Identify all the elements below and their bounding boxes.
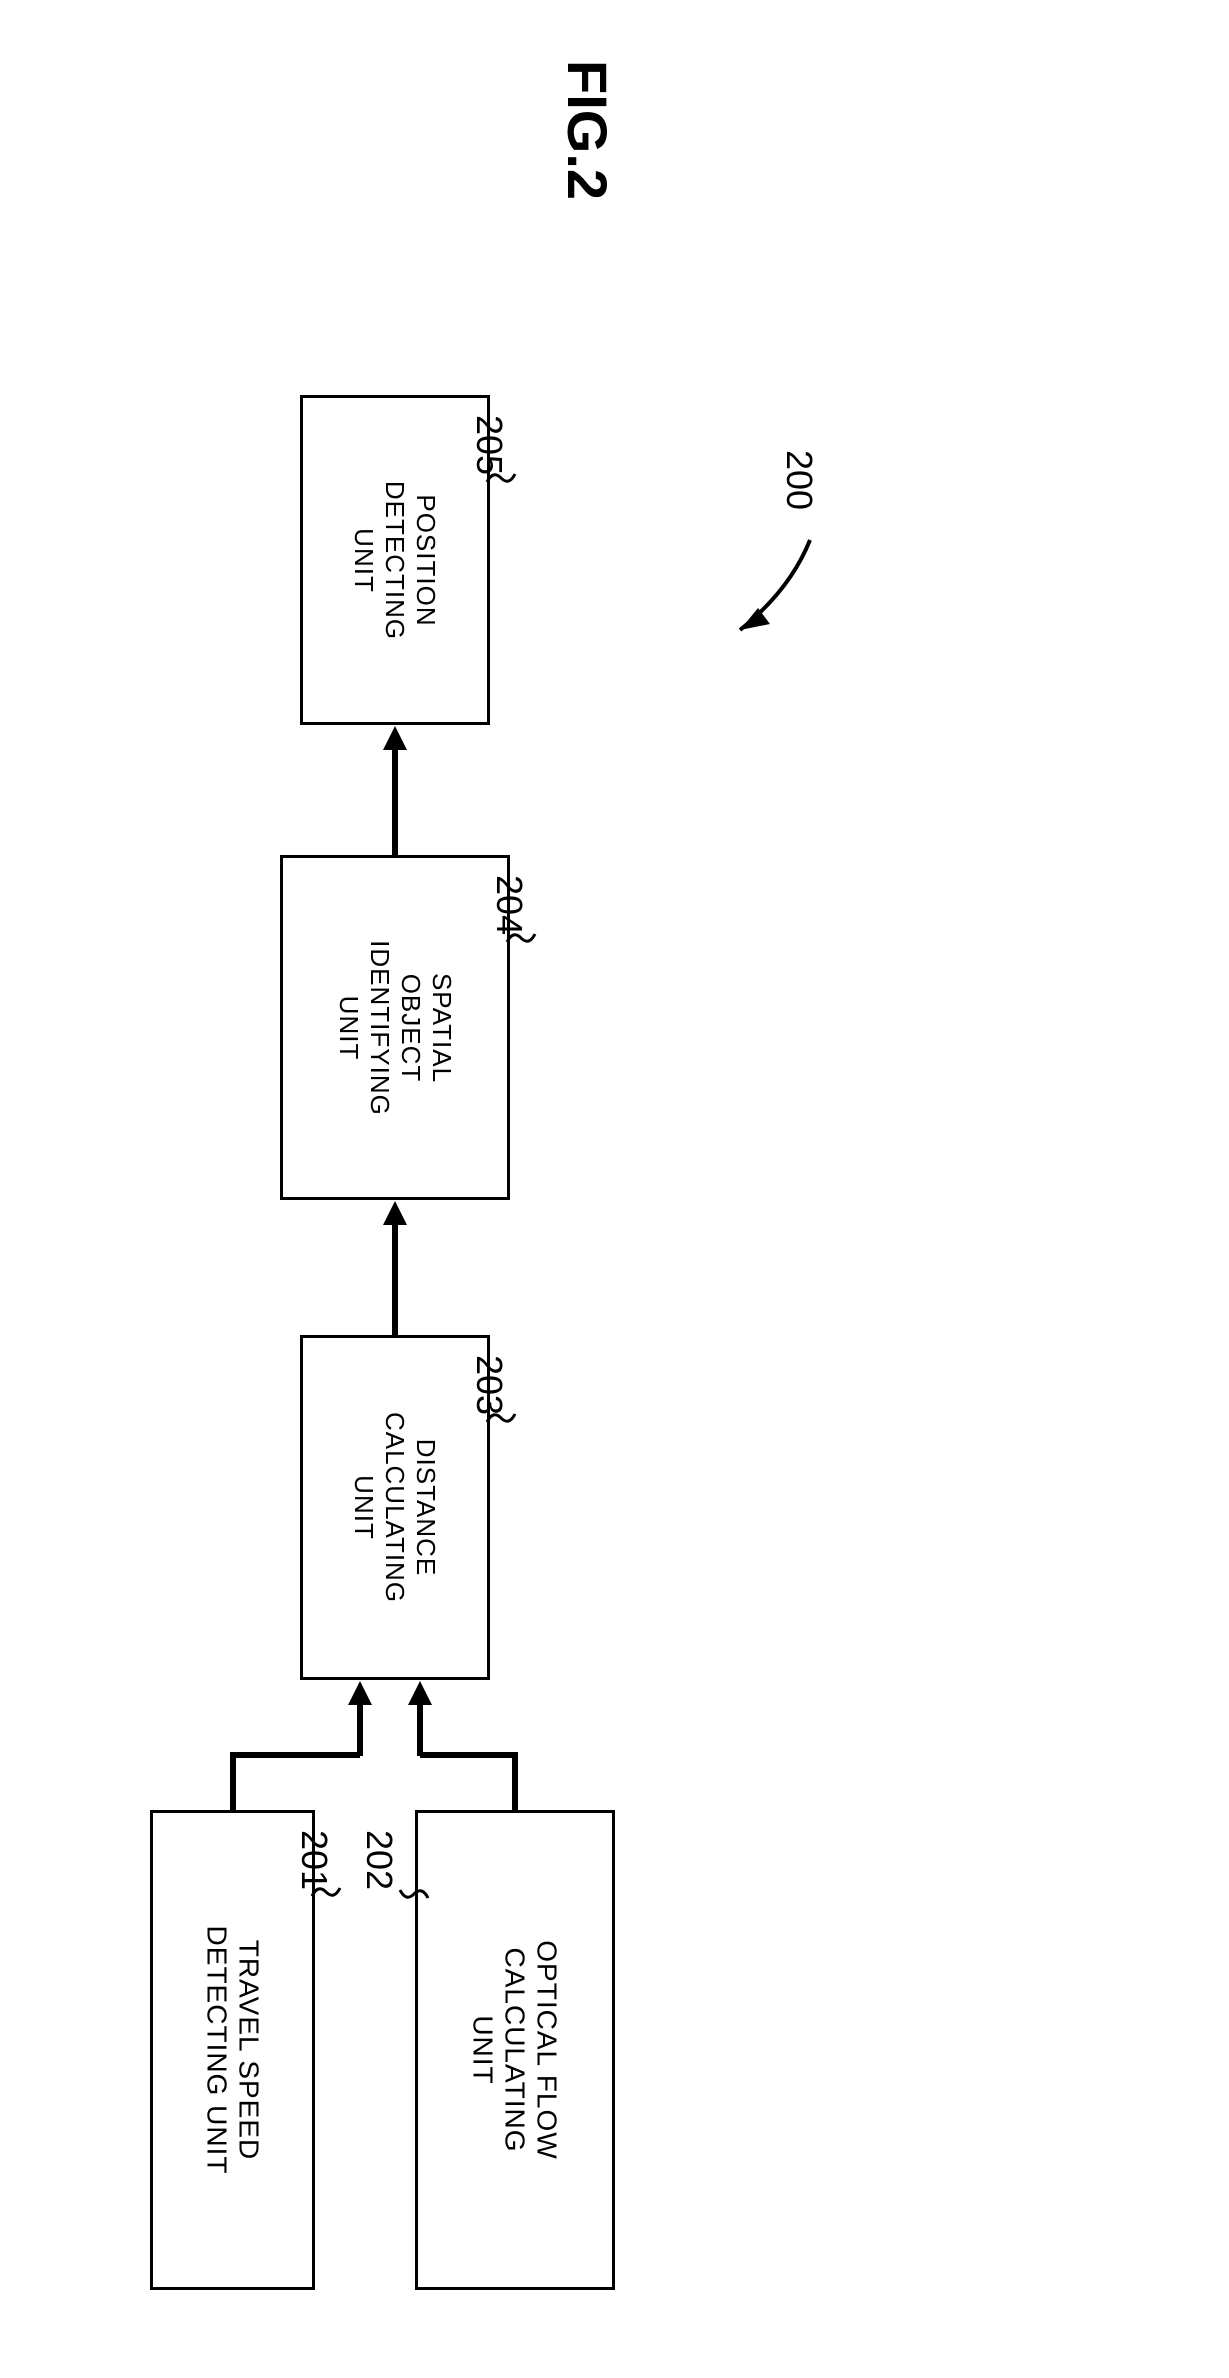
tilde-203: [485, 1408, 517, 1428]
arrow-203-204: [392, 1224, 398, 1335]
block-203-text: DISTANCE CALCULATING UNIT: [349, 1412, 442, 1603]
arrow-204-205: [392, 749, 398, 855]
block-205-label: 205: [468, 415, 510, 475]
tilde-202: [398, 1884, 430, 1904]
arrow-202-203-h: [420, 1752, 518, 1758]
block-201-text: TRAVEL SPEED DETECTING UNIT: [201, 1926, 265, 2175]
block-202-text: OPTICAL FLOW CALCULATING UNIT: [467, 1940, 563, 2159]
block-distance-calc: DISTANCE CALCULATING UNIT: [300, 1335, 490, 1680]
block-optical-flow: OPTICAL FLOW CALCULATING UNIT: [415, 1810, 615, 2290]
arrow-201-203-head: [348, 1681, 372, 1705]
arrow-201-203-v2: [357, 1704, 363, 1756]
block-204-label: 204: [488, 875, 530, 935]
system-pointer-arrow: [700, 520, 840, 665]
block-travel-speed: TRAVEL SPEED DETECTING UNIT: [150, 1810, 315, 2290]
tilde-205: [485, 468, 517, 488]
arrow-204-205-head: [383, 726, 407, 750]
block-205-text: POSITION DETECTING UNIT: [348, 480, 441, 639]
system-label: 200: [778, 450, 820, 510]
arrow-202-203-head: [408, 1681, 432, 1705]
arrow-202-203-v: [512, 1755, 518, 1810]
tilde-204: [505, 928, 537, 948]
block-position-detect: POSITION DETECTING UNIT: [300, 395, 490, 725]
tilde-201: [310, 1882, 342, 1902]
arrow-203-204-head: [383, 1201, 407, 1225]
block-204-text: SPATIAL OBJECT IDENTIFYING UNIT: [333, 940, 457, 1116]
arrow-201-203-v: [230, 1755, 236, 1810]
block-spatial-object: SPATIAL OBJECT IDENTIFYING UNIT: [280, 855, 510, 1200]
figure-title: FIG.2: [555, 60, 620, 200]
arrow-202-203-v2: [417, 1704, 423, 1756]
block-202-label: 202: [358, 1830, 400, 1890]
block-203-label: 203: [468, 1355, 510, 1415]
arrow-201-203-h: [230, 1752, 360, 1758]
